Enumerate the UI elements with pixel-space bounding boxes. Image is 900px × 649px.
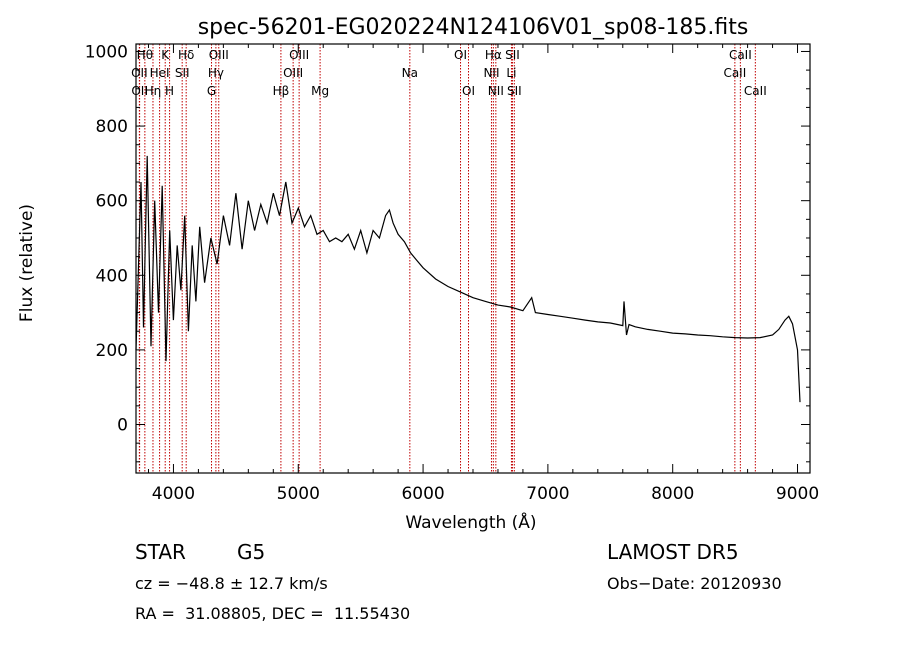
coordinates: RA = 31.08805, DEC = 11.55430 bbox=[135, 604, 411, 623]
y-axis-label: Flux (relative) bbox=[17, 204, 37, 322]
line-label-10: Hγ bbox=[208, 66, 224, 80]
line-label-14: OIII bbox=[289, 48, 309, 62]
redshift-cz: cz = −48.8 ± 12.7 km/s bbox=[135, 574, 328, 593]
line-label-21: NII bbox=[488, 84, 504, 98]
line-label-2: Hθ bbox=[137, 48, 153, 62]
y-axis-ticks: 0 200 400 600 800 1000 bbox=[85, 42, 810, 463]
line-label-22: Li bbox=[506, 66, 516, 80]
plot-frame bbox=[135, 43, 811, 474]
line-label-19: NII bbox=[483, 66, 499, 80]
observation-date: Obs−Date: 20120930 bbox=[607, 574, 782, 593]
x-axis-label: Wavelength (Å) bbox=[405, 511, 536, 533]
line-label-23: SII bbox=[505, 48, 520, 62]
line-label-9: G bbox=[207, 84, 216, 98]
line-label-15: Mg bbox=[311, 84, 329, 98]
subclass: G5 bbox=[237, 540, 266, 564]
y-tick-label-4: 800 bbox=[96, 117, 128, 137]
x-tick-label-4: 8000 bbox=[651, 484, 694, 504]
x-axis-ticks: 4000 5000 6000 7000 8000 9000 bbox=[147, 44, 819, 504]
line-label-0: OII bbox=[131, 66, 148, 80]
x-tick-label-2: 6000 bbox=[401, 484, 444, 504]
x-tick-label-3: 7000 bbox=[526, 484, 569, 504]
line-label-7: SII bbox=[175, 66, 190, 80]
line-label-11: OIII bbox=[209, 48, 229, 62]
x-tick-label-5: 9000 bbox=[776, 484, 819, 504]
spectrum-line bbox=[135, 155, 801, 403]
line-label-18: OI bbox=[462, 84, 475, 98]
line-label-6: H bbox=[165, 84, 174, 98]
line-label-26: CaII bbox=[729, 48, 752, 62]
y-tick-label-0: 0 bbox=[117, 416, 128, 436]
line-label-4: HeI bbox=[150, 66, 170, 80]
line-label-5: K bbox=[161, 48, 170, 62]
object-class: STAR bbox=[135, 540, 186, 564]
line-label-24: SII bbox=[507, 84, 522, 98]
spectral-line-markers bbox=[138, 44, 756, 473]
x-tick-label-1: 5000 bbox=[277, 484, 320, 504]
line-label-17: OI bbox=[454, 48, 467, 62]
y-tick-label-1: 200 bbox=[96, 341, 128, 361]
line-label-20: Hα bbox=[485, 48, 502, 62]
line-label-25: CaII bbox=[723, 66, 746, 80]
x-tick-label-0: 4000 bbox=[152, 484, 195, 504]
line-label-27: CaII bbox=[744, 84, 767, 98]
line-label-8: Hδ bbox=[178, 48, 194, 62]
chart-title: spec-56201-EG020224N124106V01_sp08-185.f… bbox=[198, 15, 749, 40]
line-label-13: OIII bbox=[283, 66, 303, 80]
survey-name: LAMOST DR5 bbox=[607, 540, 739, 564]
line-label-12: Hβ bbox=[273, 84, 290, 98]
line-label-16: Na bbox=[402, 66, 418, 80]
y-tick-label-3: 600 bbox=[96, 192, 128, 212]
y-tick-label-2: 400 bbox=[96, 266, 128, 286]
spectral-line-labels: OIIOIIHθHηHeIKHSIIHδGHγOIIIHβOIIIOIIIMgN… bbox=[131, 48, 767, 98]
y-tick-label-5: 1000 bbox=[85, 42, 128, 62]
line-label-3: Hη bbox=[145, 84, 162, 98]
